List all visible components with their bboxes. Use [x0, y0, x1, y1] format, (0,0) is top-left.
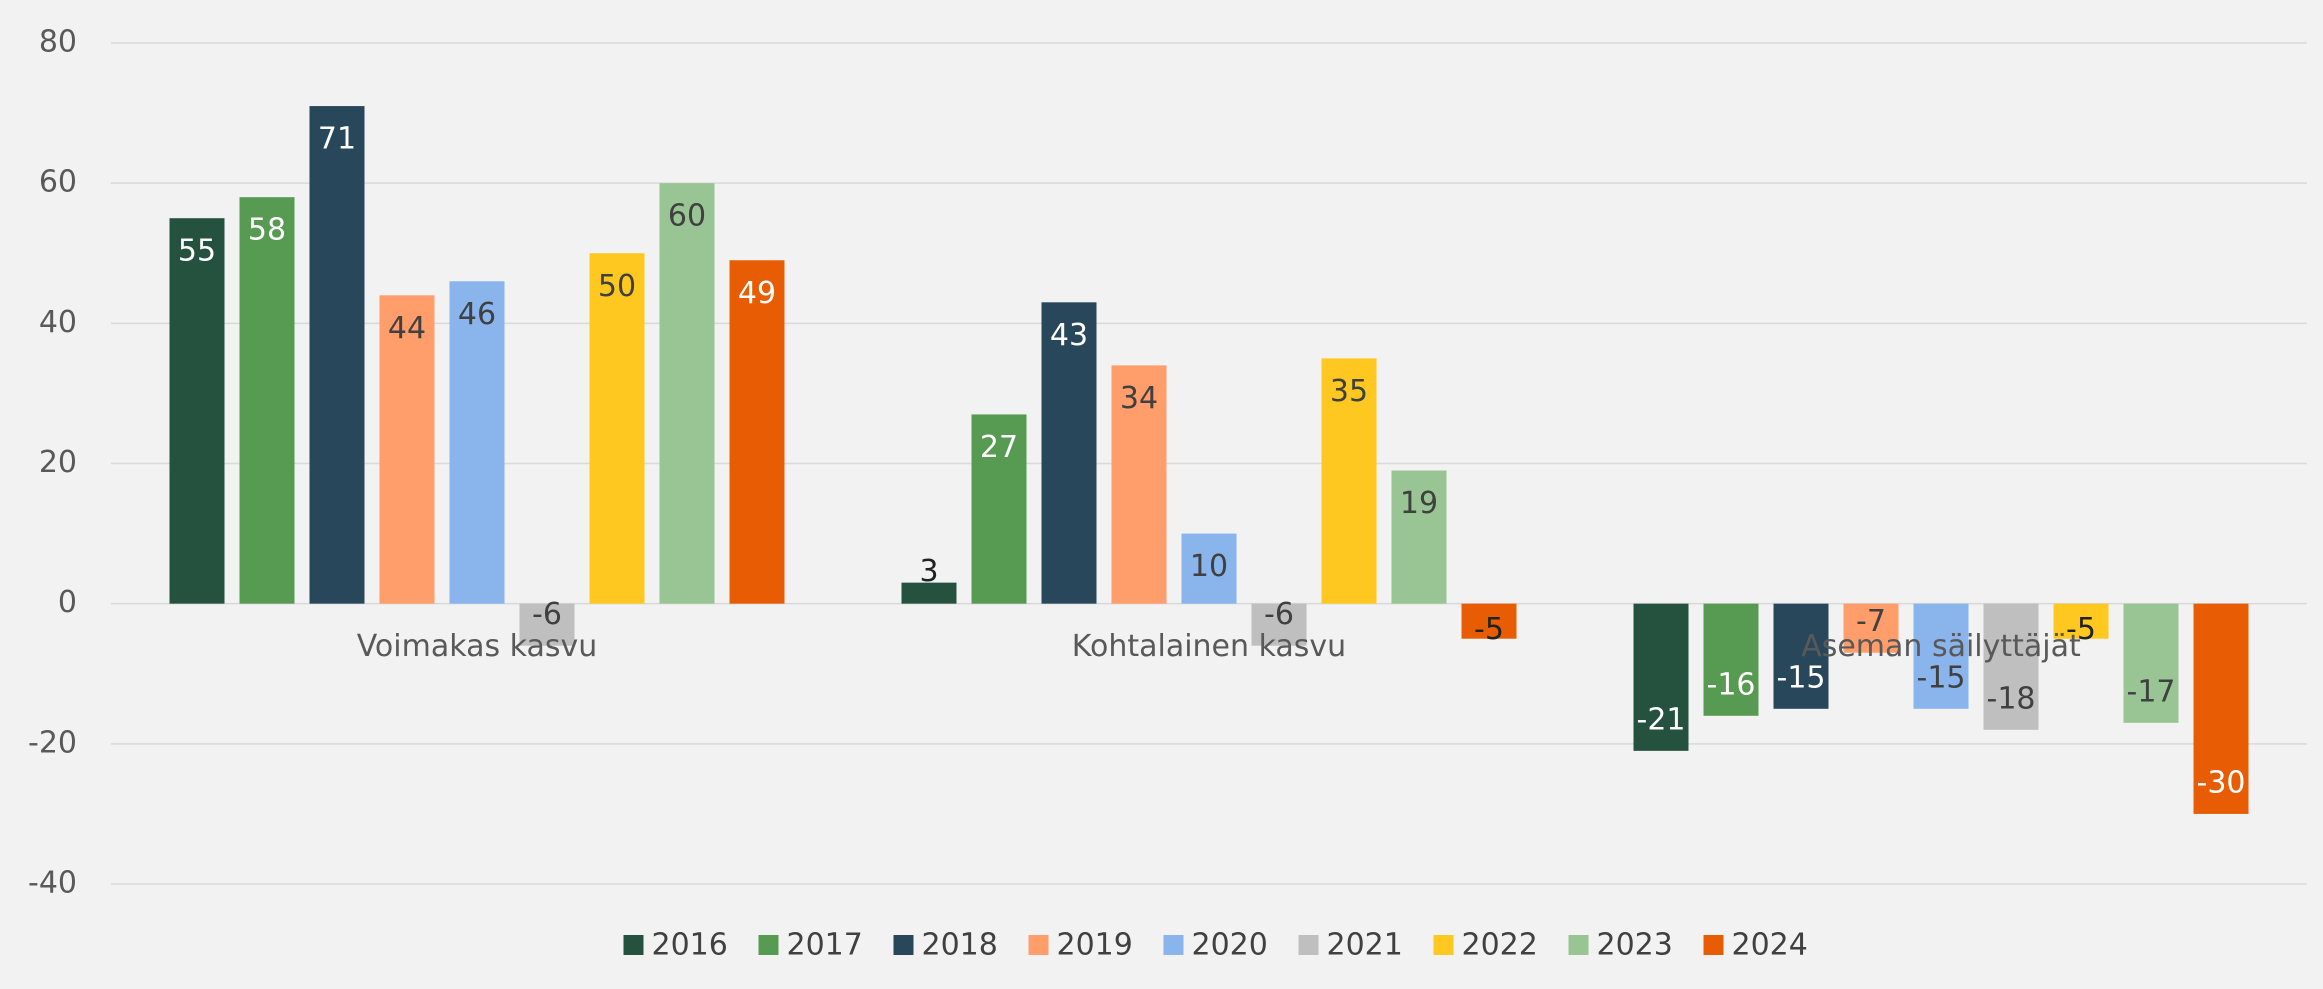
bar	[1843, 603, 1899, 653]
x-tick-label: Aseman säilyttäjät	[1801, 629, 2081, 664]
bar	[589, 253, 645, 604]
legend-swatch	[1298, 935, 1319, 955]
data-label: -16	[1707, 667, 1756, 702]
data-label: 27	[980, 430, 1018, 465]
bar	[519, 603, 575, 646]
bar	[729, 260, 785, 604]
data-label: -5	[2066, 612, 2096, 647]
legend-swatch	[1028, 935, 1049, 955]
y-tick-label: -40	[28, 866, 77, 901]
data-label: 34	[1120, 381, 1158, 416]
legend-swatch	[1703, 935, 1724, 955]
y-tick-label: 0	[58, 585, 77, 620]
data-label: -18	[1987, 681, 2036, 716]
data-label: 44	[388, 311, 426, 346]
bar	[379, 295, 435, 604]
legend-swatch	[1433, 935, 1454, 955]
y-tick-label: 40	[39, 305, 77, 340]
bar	[971, 414, 1027, 604]
data-label: -7	[1856, 604, 1886, 639]
legend-label: 2020	[1192, 928, 1268, 963]
data-label: -5	[1474, 612, 1504, 647]
bar	[2193, 603, 2249, 814]
y-tick-label: 20	[39, 445, 77, 480]
bar	[1703, 603, 1759, 716]
legend-swatch	[893, 935, 914, 955]
legend-label: 2021	[1327, 928, 1403, 963]
data-label: 46	[458, 297, 496, 332]
data-label: -30	[2197, 765, 2246, 800]
x-tick-label: Kohtalainen kasvu	[1072, 629, 1346, 664]
bar	[1181, 533, 1237, 604]
bar	[2053, 603, 2109, 639]
data-label: -17	[2127, 674, 2176, 709]
bar	[1391, 470, 1447, 604]
x-tick-label: Voimakas kasvu	[357, 629, 598, 664]
data-label: 71	[318, 122, 356, 157]
legend-label: 2016	[652, 928, 728, 963]
bar	[169, 218, 225, 604]
legend-swatch	[1163, 935, 1184, 955]
bar	[1461, 603, 1517, 639]
bar	[1111, 365, 1167, 604]
data-label: 3	[919, 554, 938, 589]
data-label: 43	[1050, 318, 1088, 353]
legend-swatch	[623, 935, 644, 955]
bar	[901, 582, 957, 604]
legend-label: 2024	[1732, 928, 1808, 963]
legend-label: 2022	[1462, 928, 1538, 963]
data-label: 55	[178, 234, 216, 269]
bar	[1773, 603, 1829, 709]
data-label: -15	[1777, 660, 1826, 695]
bar	[449, 281, 505, 604]
data-label: -6	[1264, 597, 1294, 632]
data-label: 49	[738, 276, 776, 311]
data-label: 58	[248, 213, 286, 248]
bar	[239, 197, 295, 604]
data-label: 50	[598, 269, 636, 304]
data-label: -6	[532, 597, 562, 632]
legend-label: 2017	[787, 928, 863, 963]
y-tick-label: 80	[39, 25, 77, 60]
y-tick-label: -20	[28, 725, 77, 760]
bar	[2123, 603, 2179, 723]
bar	[1251, 603, 1307, 646]
bar	[309, 106, 365, 604]
bar	[659, 183, 715, 604]
legend-swatch	[1568, 935, 1589, 955]
legend-label: 2018	[922, 928, 998, 963]
legend-swatch	[758, 935, 779, 955]
legend-label: 2023	[1597, 928, 1673, 963]
bar	[1983, 603, 2039, 730]
bar	[1041, 302, 1097, 604]
data-label: -15	[1917, 660, 1966, 695]
bar	[1321, 358, 1377, 604]
data-label: -21	[1637, 702, 1686, 737]
bar	[1913, 603, 1969, 709]
data-label: 19	[1400, 486, 1438, 521]
legend-label: 2019	[1057, 928, 1133, 963]
data-label: 10	[1190, 549, 1228, 584]
y-tick-label: 60	[39, 165, 77, 200]
data-label: 60	[668, 199, 706, 234]
data-label: 35	[1330, 374, 1368, 409]
bar	[1633, 603, 1689, 751]
